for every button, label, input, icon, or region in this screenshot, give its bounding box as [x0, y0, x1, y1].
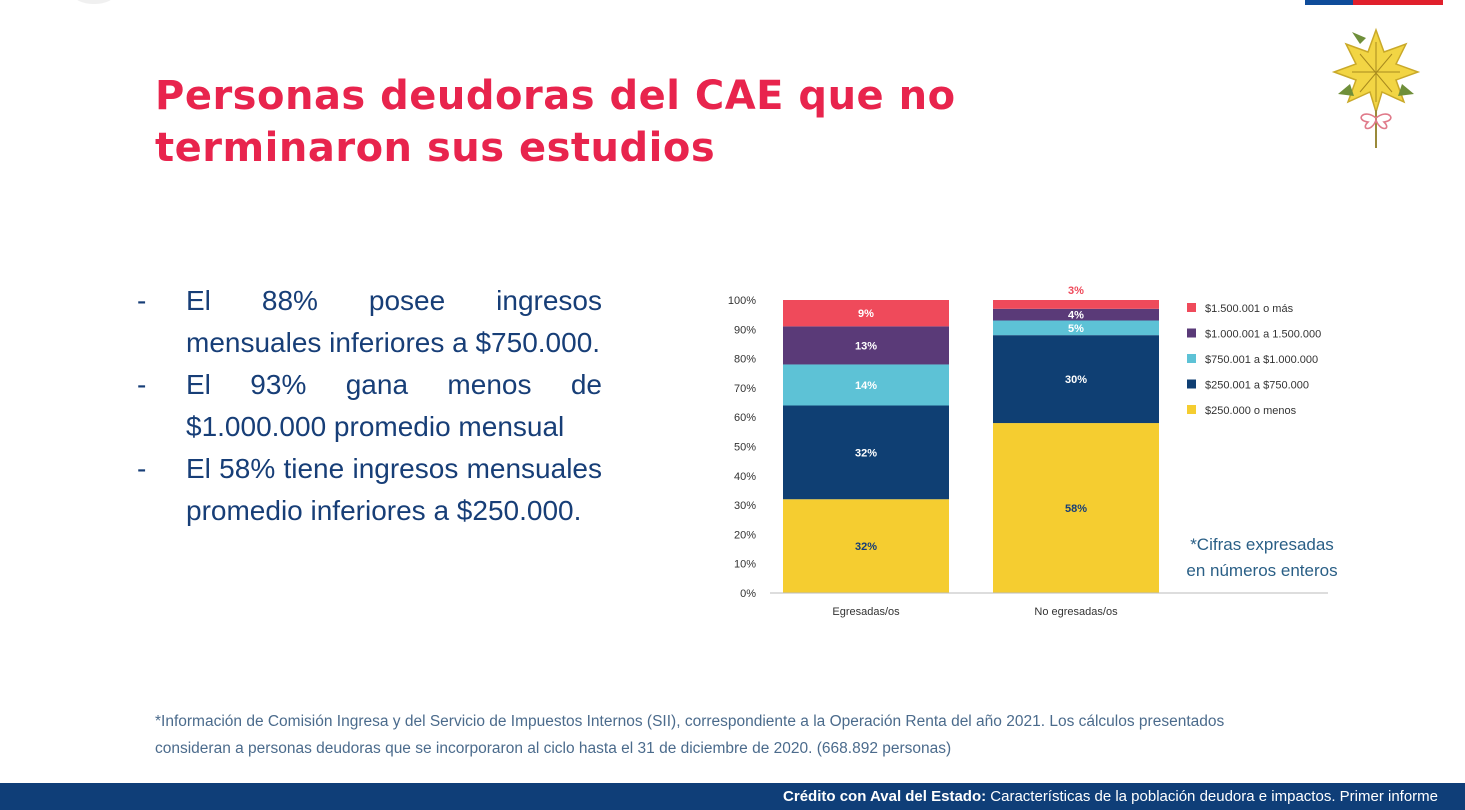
page-title-line-1: Personas deudoras del CAE que no	[155, 73, 956, 119]
bar-segment	[993, 320, 1159, 336]
bullet-item: - El 88% posee ingresos mensuales inferio…	[137, 280, 602, 364]
legend-swatch	[1187, 328, 1196, 338]
footnote-line-1: *Información de Comisión Ingresa y del S…	[155, 713, 1225, 730]
bar-segment	[783, 364, 949, 406]
legend-label: $750.001 a $1.000.000	[1205, 354, 1318, 366]
footer-bar: Crédito con Aval del Estado: Característ…	[0, 783, 1465, 810]
page-title-line-2: terminaron sus estudios	[155, 125, 716, 171]
legend-swatch	[1187, 379, 1196, 389]
bar-data-label: 13%	[855, 340, 877, 352]
bullet-dash: -	[137, 285, 147, 316]
bullet-text: El 88% posee ingresos mensuales inferior…	[186, 285, 602, 358]
x-category-label: No egresadas/os	[1034, 606, 1118, 618]
y-tick-label: 40%	[734, 471, 756, 483]
legend-label: $1.000.001 a 1.500.000	[1205, 329, 1321, 341]
y-tick-label: 30%	[734, 500, 756, 512]
bar-segment	[783, 499, 949, 593]
y-tick-label: 80%	[734, 354, 756, 366]
bar-segment	[783, 405, 949, 500]
legend-label: $250.001 a $750.000	[1205, 380, 1309, 392]
chart-note: *Cifras expresadas en números enteros	[1178, 532, 1346, 584]
footer-title: Crédito con Aval del Estado:	[783, 788, 987, 805]
y-tick-label: 100%	[728, 295, 756, 307]
y-tick-label: 20%	[734, 529, 756, 541]
legend-swatch	[1187, 405, 1196, 414]
bullet-dash: -	[137, 453, 147, 484]
y-tick-label: 50%	[734, 442, 756, 454]
y-tick-label: 70%	[734, 383, 756, 395]
footer-text: Crédito con Aval del Estado: Característ…	[783, 788, 1438, 806]
copihue-flower-icon	[1331, 27, 1421, 148]
chart-note-line-2: en números enteros	[1186, 561, 1338, 580]
bar-segment	[993, 300, 1159, 309]
legend-swatch	[1187, 303, 1196, 312]
x-category-label: Egresadas/os	[832, 606, 900, 618]
y-tick-label: 10%	[734, 559, 756, 571]
bullet-item: - El 93% gana menos de $1.000.000 promedi…	[137, 364, 602, 448]
bar-segment	[993, 308, 1159, 321]
legend-swatch	[1187, 354, 1196, 363]
bar-data-label: 32%	[855, 541, 877, 553]
y-tick-label: 90%	[734, 324, 756, 336]
bar-data-label: 14%	[855, 380, 877, 392]
bar-data-label: 3%	[1068, 285, 1084, 297]
source-footnote: *Información de Comisión Ingresa y del S…	[155, 708, 1305, 762]
bar-data-label: 30%	[1065, 374, 1087, 386]
y-tick-label: 0%	[740, 588, 756, 600]
y-tick-label: 60%	[734, 412, 756, 424]
footer-subtitle: Características de la población deudora …	[986, 788, 1438, 805]
bar-data-label: 32%	[855, 447, 877, 459]
flag-stripe-red	[1353, 0, 1443, 5]
flag-stripe	[1305, 0, 1443, 5]
bar-data-label: 58%	[1065, 503, 1087, 515]
flag-stripe-blue	[1305, 0, 1353, 5]
bar-segment	[783, 300, 949, 327]
legend-label: $1.500.001 o más	[1205, 303, 1294, 315]
bullet-item: - El 58% tiene ingresos mensuales promedi…	[137, 448, 602, 532]
bar-segment	[993, 423, 1159, 593]
chart-note-line-1: *Cifras expresadas	[1190, 535, 1334, 554]
bullet-text: El 58% tiene ingresos mensuales promedio…	[186, 453, 602, 526]
bullet-text: El 93% gana menos de $1.000.000 promedio…	[186, 369, 602, 442]
stacked-bar-chart: 0% 10% 20% 30% 40% 50% 60% 70% 80% 90% 100% 32% 32% 1…	[728, 285, 1328, 618]
legend-label: $250.000 o menos	[1205, 405, 1297, 417]
footnote-line-2: consideran a personas deudoras que se in…	[155, 740, 952, 757]
corner-decoration	[74, 0, 114, 4]
bullet-list: - El 88% posee ingresos mensuales inferio…	[137, 280, 602, 532]
bar-segment	[783, 326, 949, 365]
bar-data-label: 9%	[858, 308, 874, 320]
bullet-dash: -	[137, 369, 147, 400]
bar-data-label: 4%	[1068, 310, 1084, 322]
bar-data-label: 5%	[1068, 323, 1084, 335]
bar-segment	[993, 335, 1159, 424]
page-title: Personas deudoras del CAE que no termina…	[155, 70, 956, 174]
